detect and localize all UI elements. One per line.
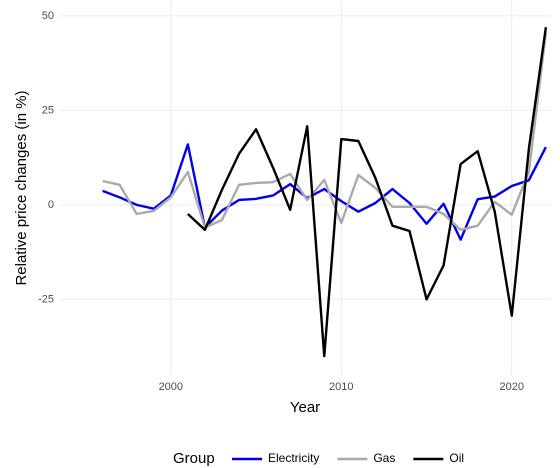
y-tick-label: 50 xyxy=(42,10,54,22)
x-tick-label: 2020 xyxy=(500,381,524,393)
y-tick-label: 25 xyxy=(42,104,54,116)
y-tick-label: -25 xyxy=(38,293,54,305)
legend-label: Electricity xyxy=(268,451,319,465)
legend-label: Oil xyxy=(449,451,464,465)
x-tick-label: 2000 xyxy=(159,381,183,393)
y-axis-title: Relative price changes (in %) xyxy=(13,90,30,285)
legend-label: Gas xyxy=(373,451,395,465)
line xyxy=(102,32,548,232)
x-axis-title: Year xyxy=(290,399,320,416)
y-tick-label: 0 xyxy=(48,199,54,211)
x-tick-label: 2010 xyxy=(329,381,353,393)
line xyxy=(187,27,548,358)
legend-title: Group xyxy=(173,450,215,467)
line xyxy=(102,143,547,241)
